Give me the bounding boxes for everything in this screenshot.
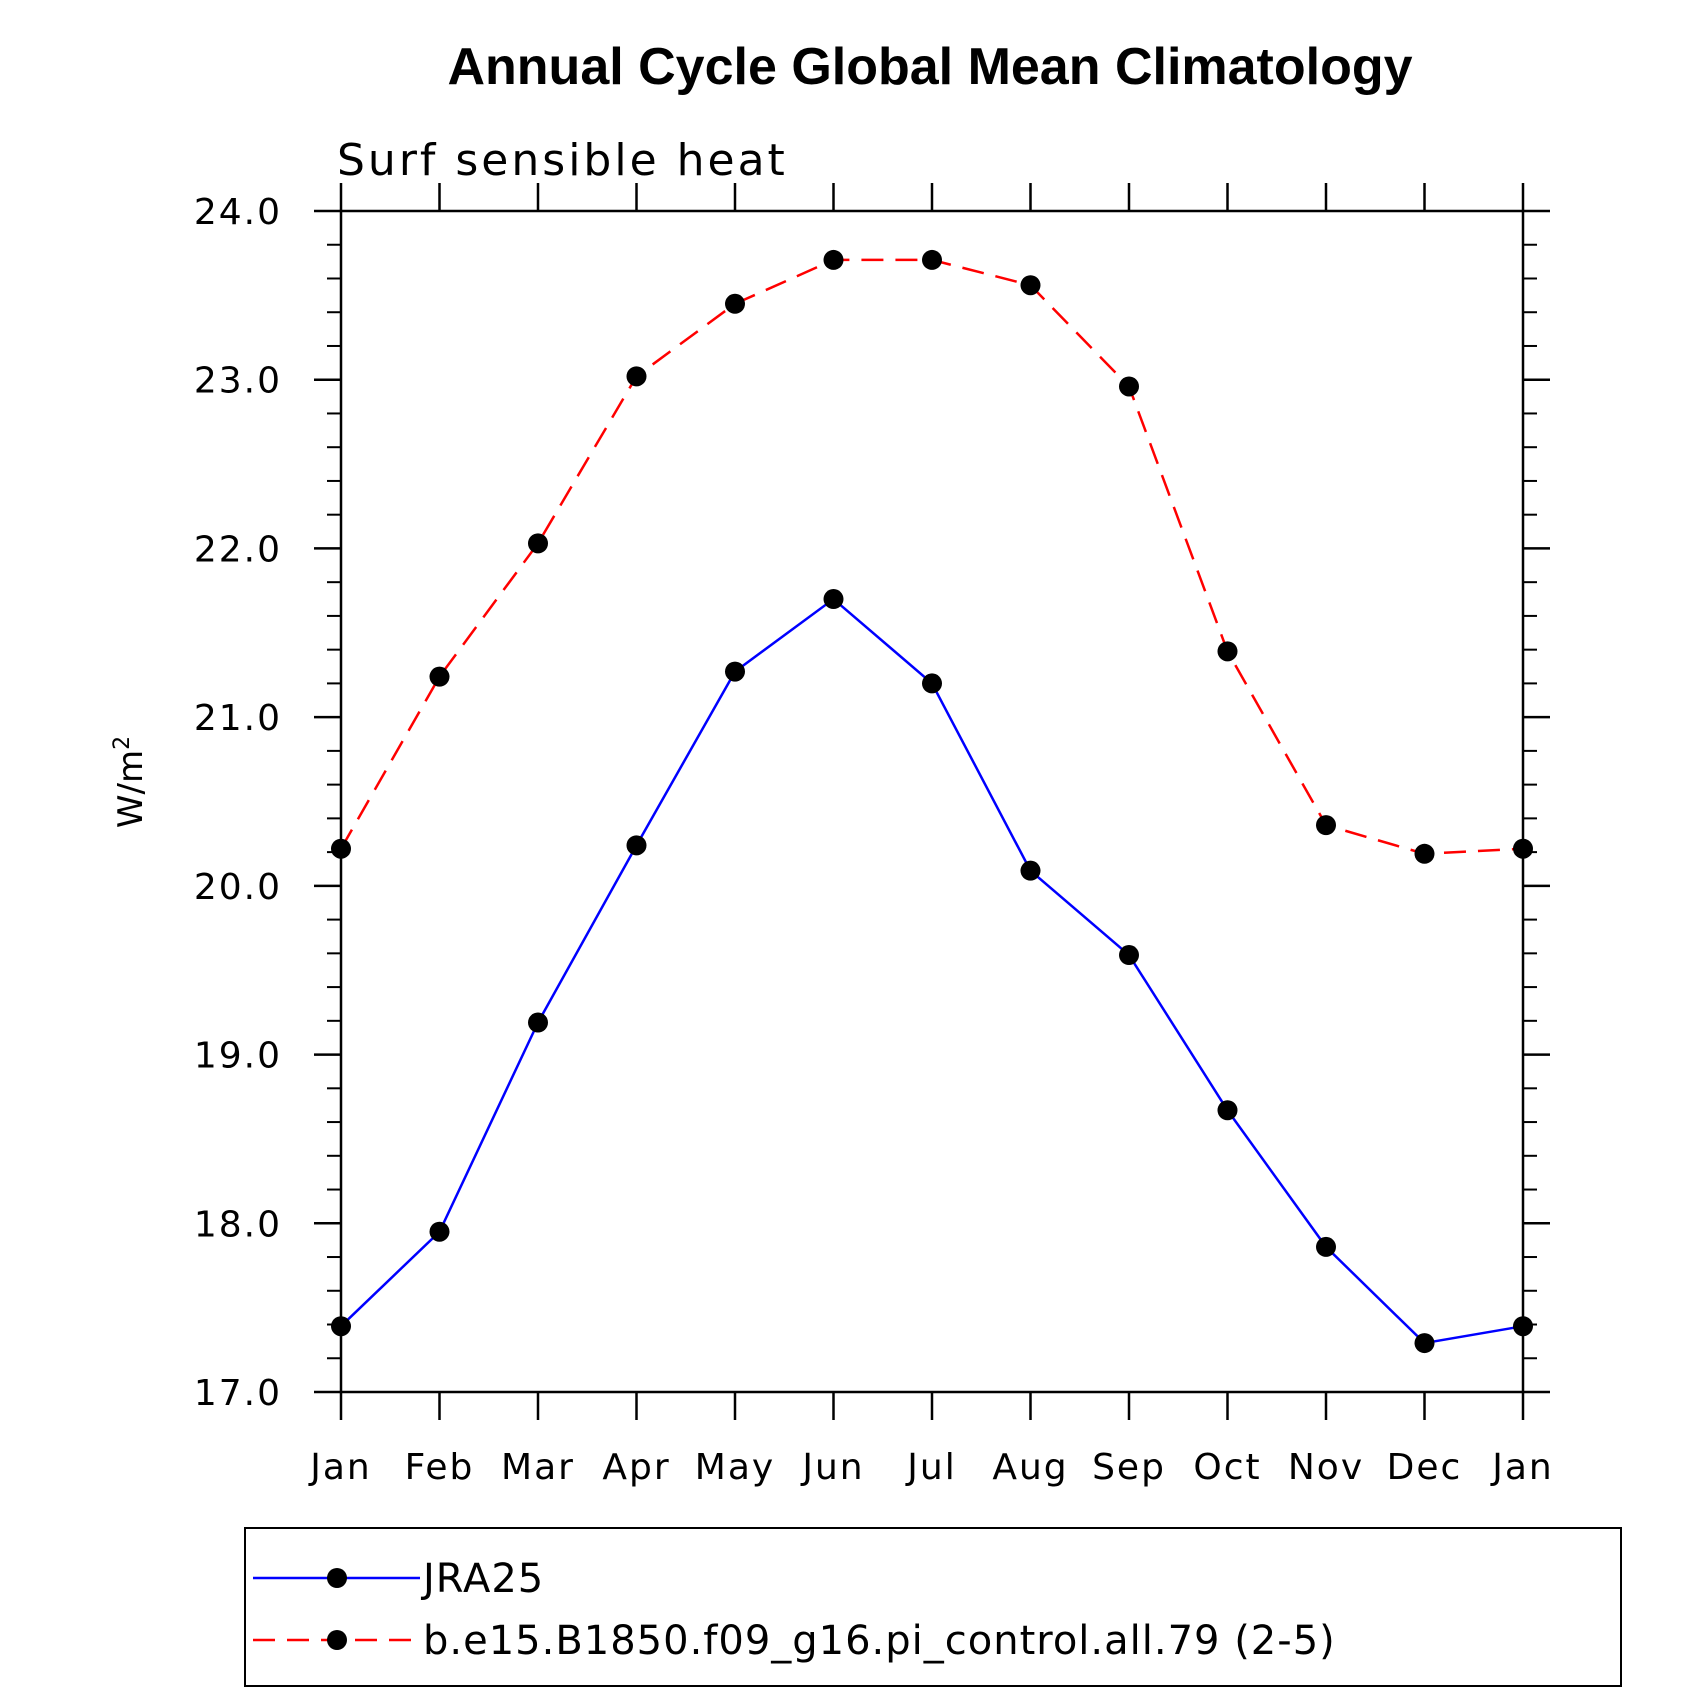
y-axis-label-text: W/m — [111, 750, 151, 828]
plot-border — [339, 209, 1525, 1394]
series-line-2 — [339, 258, 1524, 856]
series-1-point — [1217, 1100, 1238, 1121]
legend-label-1: JRA25 — [420, 1556, 544, 1602]
x-tick-label: Jan — [1490, 1447, 1554, 1488]
legend: JRA25 b.e15.B1850.f09_g16.pi_control.all.… — [244, 1527, 1622, 1687]
series-1-point — [1020, 860, 1041, 881]
series-1-point — [725, 661, 745, 682]
series-2-point — [1414, 843, 1435, 864]
plot-frame — [339, 209, 1525, 1394]
x-tick-label: Oct — [1193, 1447, 1261, 1488]
series-1-point — [528, 1012, 548, 1033]
series-1-point — [1119, 945, 1139, 966]
legend-label-2: b.e15.B1850.f09_g16.pi_control.all.79 (2… — [423, 1618, 1336, 1664]
x-tick-label: Sep — [1092, 1447, 1166, 1488]
series-2-point — [922, 249, 942, 270]
chart-title: Annual Cycle Global Mean Climatology — [447, 38, 1412, 96]
y-tick-label: 18.0 — [194, 1204, 282, 1245]
series-1-point — [331, 1316, 351, 1337]
y-tick-label: 23.0 — [194, 361, 282, 402]
x-tick-label: Mar — [501, 1447, 575, 1488]
x-tick-label: Jul — [905, 1447, 956, 1488]
series-2-point — [823, 249, 844, 270]
series-1-point — [922, 673, 942, 694]
series-2-point — [626, 366, 647, 387]
series-1-point — [1414, 1333, 1435, 1354]
series-1-point — [626, 835, 647, 856]
series-2-point — [1316, 815, 1336, 836]
series-1-point — [1513, 1316, 1533, 1337]
y-tick-label: 24.0 — [194, 192, 282, 233]
series-line-1 — [340, 597, 1524, 1345]
x-tick-label: May — [695, 1447, 775, 1488]
y-axis-label: W/m2 — [110, 736, 151, 828]
y-tick-label: 20.0 — [194, 867, 282, 908]
chart-subtitle: Surf sensible heat — [337, 135, 788, 186]
x-tick-label: Aug — [992, 1447, 1068, 1488]
series-1-point — [1316, 1236, 1336, 1257]
series-2-point — [1513, 838, 1533, 859]
x-tick-label: Jan — [308, 1447, 372, 1488]
series-2-point — [1119, 376, 1139, 397]
axis-ticks: 17.0 18.0 19.0 20.0 21.0 22.0 23.0 24.0 Jan Feb Ma… — [194, 183, 1554, 1488]
series-2-point — [1020, 275, 1041, 296]
y-tick-label: 22.0 — [194, 529, 282, 570]
x-tick-label: Dec — [1387, 1447, 1463, 1488]
legend-marker-2 — [327, 1630, 347, 1650]
series-2-point — [725, 293, 745, 314]
series-1-point — [429, 1221, 450, 1242]
y-tick-label: 19.0 — [194, 1036, 282, 1077]
x-tick-label: Feb — [405, 1447, 475, 1488]
legend-box — [244, 1527, 1622, 1687]
series-2-point — [429, 666, 450, 687]
y-tick-label: 17.0 — [194, 1373, 282, 1414]
y-tick-label: 21.0 — [194, 698, 282, 739]
series-2-point — [1217, 641, 1238, 662]
series-lines — [331, 249, 1533, 1354]
series-2-point — [331, 838, 351, 859]
y-axis-label-superscript: 2 — [110, 736, 135, 750]
x-tick-label: Apr — [602, 1447, 670, 1488]
x-tick-label: Jun — [800, 1447, 864, 1488]
series-1-point — [823, 589, 844, 610]
legend-marker-1 — [327, 1568, 347, 1588]
x-tick-label: Nov — [1288, 1447, 1364, 1488]
series-2-point — [528, 533, 548, 554]
